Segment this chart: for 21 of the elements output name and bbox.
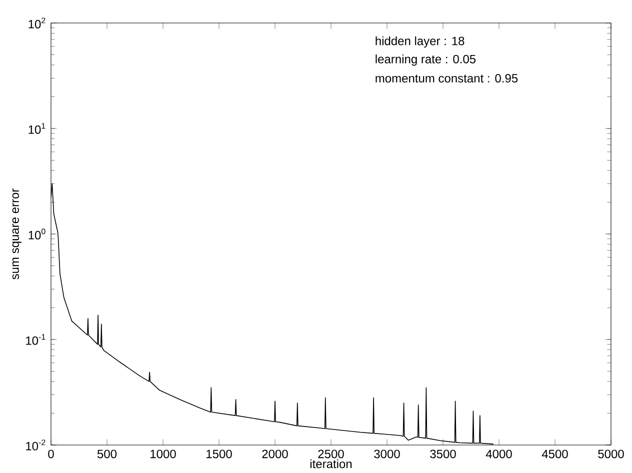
y-tick-label: 10$^{1}$ [28, 123, 46, 134]
x-tick-label: 4500 [542, 450, 568, 458]
x-tick-label: 0 [48, 450, 54, 458]
y-tick-label: 10$^{0}$ [28, 228, 46, 240]
y-tick-label: 10$^{-2}$ [26, 440, 46, 450]
annotation: momentum constant : 0.95 [376, 74, 518, 83]
x-tick-label: 2500 [318, 450, 344, 458]
x-tick-label: 2000 [262, 450, 288, 458]
y-tick-label: 10$^{-1}$ [26, 334, 46, 345]
x-tick-label: 1000 [150, 450, 176, 458]
x-tick-label: 3000 [374, 450, 400, 458]
x-tick-label: 500 [97, 450, 117, 458]
x-tick-label: 3500 [430, 450, 456, 458]
y-axis-title: sum square error [12, 188, 22, 280]
annotation: hidden layer : 18 [376, 36, 464, 48]
x-tick-label: 5000 [598, 450, 624, 458]
x-tick-label: 4000 [486, 450, 512, 458]
y-tick-label: 10$^{2}$ [28, 18, 46, 28]
annotation: learning rate : 0.05 [376, 54, 476, 66]
x-tick-label: 1500 [206, 450, 232, 458]
x-axis-title: iteration [310, 459, 352, 468]
